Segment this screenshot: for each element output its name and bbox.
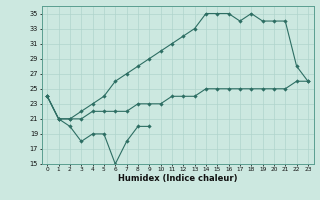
X-axis label: Humidex (Indice chaleur): Humidex (Indice chaleur) — [118, 174, 237, 183]
